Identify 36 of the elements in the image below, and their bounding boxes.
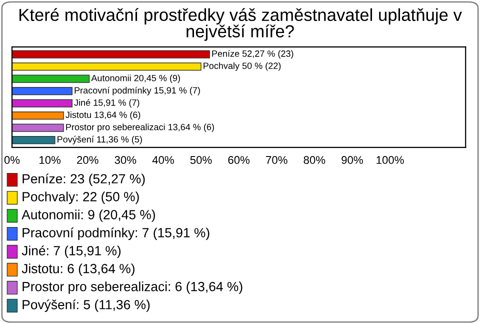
x-tick-label: 80% <box>304 156 326 164</box>
data-label: Jiné 15,91 % (7) <box>74 99 140 108</box>
x-tick-label: 30% <box>114 156 136 164</box>
text: Jiné: 7 (15,91 %) <box>22 246 121 258</box>
x-tick-label: 50% <box>190 156 212 164</box>
bar <box>12 124 64 132</box>
data-label: Povýšení 11,36 % (5) <box>58 136 142 144</box>
bar <box>12 112 64 120</box>
bar <box>12 136 56 144</box>
bar <box>12 50 210 58</box>
bar <box>12 87 72 96</box>
data-label: Prostor pro seberealizaci 13,64 % (6) <box>66 124 214 132</box>
text: Prostor pro seberealizaci: 6 (13,64 %) <box>22 282 242 294</box>
x-tick-label: 10% <box>40 156 61 164</box>
chart-title: Které motivační prostředky váš zaměstnavatel uplatňuje v největší míře? <box>19 8 462 41</box>
text: Peníze: 23 (52,27 %) <box>22 174 145 186</box>
data-label: Peníze 52,27 % (23) <box>212 50 294 59</box>
x-tick-label: 60% <box>228 156 250 164</box>
x-tick-label: 90% <box>342 156 363 164</box>
data-label: Pracovní podmínky 15,91 % (7) <box>74 86 200 96</box>
bar <box>12 62 202 71</box>
data-label: Autonomii 20,45 % (9) <box>91 74 180 84</box>
x-tick-label: 0% <box>4 156 20 164</box>
data-label: Jistotu 13,64 % (6) <box>66 111 140 120</box>
bar <box>12 74 90 83</box>
bar <box>12 99 72 108</box>
data-label: Pochvaly 50 % (22) <box>204 62 281 71</box>
x-tick-label: 70% <box>266 156 288 164</box>
text: Pochvaly: 22 (50 %) <box>22 192 139 204</box>
text: Povýšení: 5 (11,36 %) <box>22 299 150 312</box>
x-tick-label: 20% <box>77 156 98 164</box>
text: Autonomii: 9 (20,45 %) <box>22 210 155 222</box>
x-tick-label: 40% <box>152 156 174 164</box>
text: Jistotu: 6 (13,64 %) <box>22 264 134 276</box>
text: Pracovní podmínky: 7 (15,91 %) <box>22 228 210 240</box>
x-tick-label: 100% <box>376 156 404 164</box>
